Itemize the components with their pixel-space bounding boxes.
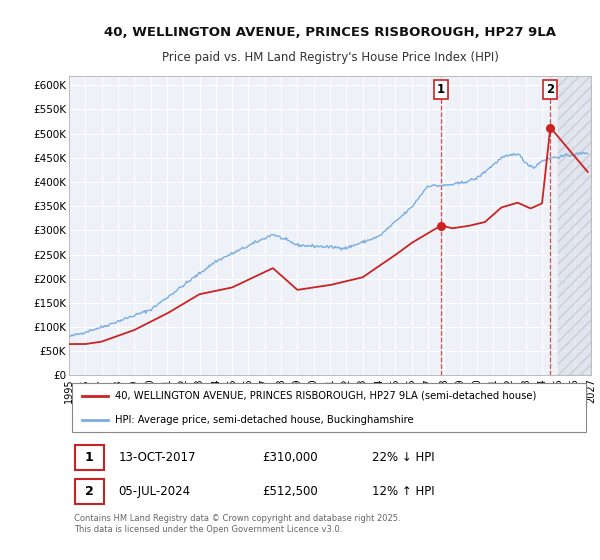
- FancyBboxPatch shape: [71, 384, 586, 432]
- Text: 1: 1: [85, 451, 94, 464]
- FancyBboxPatch shape: [75, 445, 104, 470]
- Text: 1: 1: [437, 83, 445, 96]
- Text: Price paid vs. HM Land Registry's House Price Index (HPI): Price paid vs. HM Land Registry's House …: [161, 50, 499, 64]
- Text: 40, WELLINGTON AVENUE, PRINCES RISBOROUGH, HP27 9LA (semi-detached house): 40, WELLINGTON AVENUE, PRINCES RISBOROUG…: [115, 390, 536, 400]
- Bar: [559, 76, 591, 376]
- Text: 13-OCT-2017: 13-OCT-2017: [119, 451, 196, 464]
- Text: 22% ↓ HPI: 22% ↓ HPI: [372, 451, 434, 464]
- Text: £310,000: £310,000: [262, 451, 318, 464]
- Text: HPI: Average price, semi-detached house, Buckinghamshire: HPI: Average price, semi-detached house,…: [115, 415, 413, 425]
- Bar: [559, 76, 591, 376]
- Text: Contains HM Land Registry data © Crown copyright and database right 2025.
This d: Contains HM Land Registry data © Crown c…: [74, 515, 401, 534]
- Text: 12% ↑ HPI: 12% ↑ HPI: [372, 485, 434, 498]
- Text: 2: 2: [85, 485, 94, 498]
- Text: £512,500: £512,500: [262, 485, 318, 498]
- Text: 40, WELLINGTON AVENUE, PRINCES RISBOROUGH, HP27 9LA: 40, WELLINGTON AVENUE, PRINCES RISBOROUG…: [104, 26, 556, 39]
- Text: 2: 2: [547, 83, 554, 96]
- Text: 05-JUL-2024: 05-JUL-2024: [119, 485, 191, 498]
- FancyBboxPatch shape: [75, 479, 104, 504]
